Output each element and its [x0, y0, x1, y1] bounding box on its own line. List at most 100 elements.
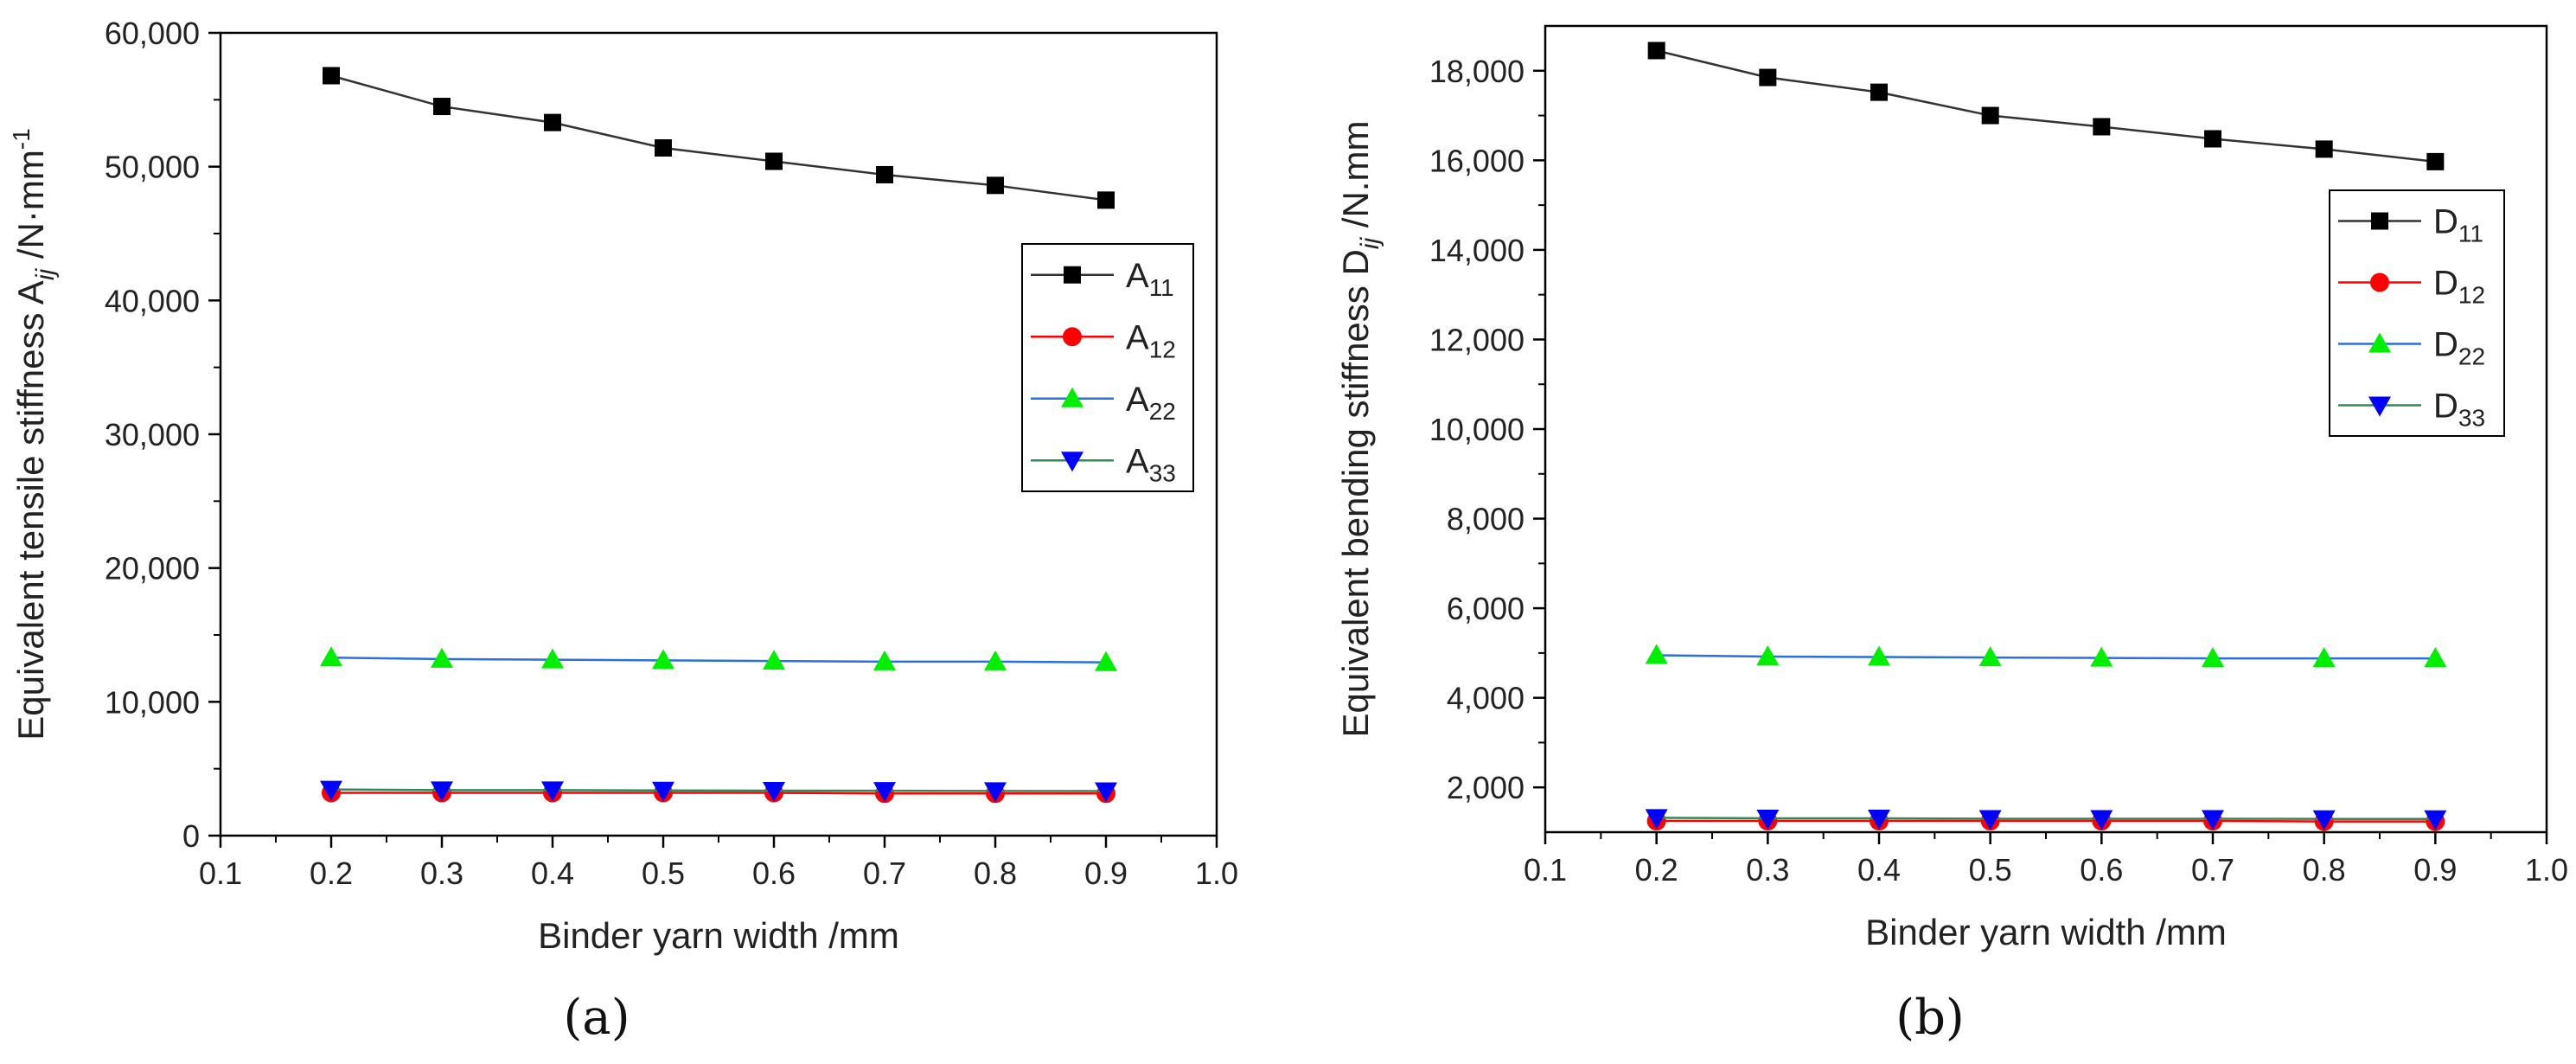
- data-point: [323, 67, 340, 85]
- y-tick-label: 16,000: [1429, 143, 1525, 178]
- data-point: [652, 649, 674, 670]
- x-tick-label: 0.1: [199, 856, 242, 891]
- panel-label: (b): [1895, 990, 1965, 1046]
- chart-panel-a: 0.1 0.2 0.3 0.4 0.5 0.6 0.7 0.8 0.9 1.0 0 10,000 20,…: [8, 16, 1238, 1046]
- data-point: [1061, 387, 1083, 407]
- data-point: [320, 780, 342, 801]
- x-tick-label: 0.7: [863, 856, 906, 891]
- data-point: [1981, 106, 1999, 125]
- data-point: [1645, 809, 1668, 830]
- data-point: [1756, 809, 1780, 830]
- y-tick-label: 60,000: [105, 16, 200, 51]
- y-tick-label: 2,000: [1447, 770, 1525, 805]
- data-point: [873, 782, 896, 803]
- data-point: [1061, 452, 1083, 472]
- x-axis-title: Binder yarn width /mm: [1865, 912, 2227, 952]
- data-point: [544, 113, 561, 131]
- legend-entry: A11: [1031, 257, 1174, 301]
- x-tick-label: 0.6: [2080, 852, 2123, 888]
- legend-entry: A33: [1031, 442, 1176, 486]
- data-point: [2368, 396, 2391, 417]
- series-a11: [323, 67, 1115, 209]
- legend: D11 D12 D22 D33: [2329, 189, 2505, 437]
- data-point: [984, 782, 1007, 803]
- x-tick-label: 0.4: [531, 856, 574, 891]
- data-point: [541, 781, 564, 802]
- series-line: [330, 74, 1107, 202]
- legend-entry: A12: [1031, 318, 1176, 362]
- x-tick-label: 0.1: [1524, 852, 1567, 888]
- data-point: [431, 781, 453, 802]
- x-tick-label: 1.0: [2525, 852, 2568, 888]
- legend-label: A33: [1126, 442, 1176, 486]
- data-point: [1064, 266, 1081, 284]
- x-tick-label: 0.8: [2303, 852, 2346, 888]
- y-tick-label: 50,000: [105, 150, 200, 185]
- legend-box: [1021, 243, 1194, 492]
- data-point: [1756, 645, 1780, 666]
- data-point: [1645, 644, 1668, 664]
- data-point: [876, 165, 893, 183]
- x-tick-label: 0.4: [1857, 852, 1901, 888]
- data-point: [987, 176, 1004, 195]
- series-line: [1656, 654, 2436, 660]
- data-point: [2312, 647, 2336, 668]
- legend-label: A11: [1126, 257, 1174, 301]
- y-tick-label: 40,000: [105, 283, 200, 318]
- data-point: [2371, 212, 2388, 230]
- y-tick-label: 18,000: [1429, 54, 1525, 89]
- series-line: [1656, 49, 2436, 163]
- legend-label: D22: [2433, 326, 2485, 370]
- data-point: [2090, 810, 2113, 830]
- y-tick-label: 6,000: [1447, 591, 1525, 626]
- data-point: [2315, 140, 2333, 158]
- series-d11: [1647, 42, 2445, 170]
- y-tick-label: 30,000: [105, 417, 200, 452]
- data-point: [2093, 118, 2111, 136]
- legend-label: D33: [2433, 388, 2485, 432]
- data-point: [763, 650, 785, 670]
- data-point: [1095, 782, 1117, 803]
- y-tick-label: 8,000: [1447, 502, 1525, 537]
- data-point: [984, 650, 1007, 670]
- legend: A11 A12 A22 A33: [1021, 243, 1194, 492]
- y-tick-label: 10,000: [105, 684, 200, 720]
- legend-entry: D11: [2338, 203, 2483, 247]
- data-point: [873, 650, 896, 670]
- data-point: [2370, 272, 2389, 292]
- y-axis-title: Equivalent tensile stiffness Aij /N·mm-1: [8, 128, 60, 740]
- x-tick-label: 0.2: [310, 856, 353, 891]
- series-line: [1656, 817, 2436, 820]
- x-tick-label: 0.5: [642, 856, 685, 891]
- data-point: [765, 152, 783, 170]
- data-point: [1870, 83, 1888, 101]
- data-point: [1868, 645, 1890, 666]
- data-point: [1097, 191, 1115, 209]
- x-tick-label: 0.7: [2191, 852, 2234, 888]
- data-point: [1647, 42, 1665, 60]
- y-tick-label: 20,000: [105, 551, 200, 586]
- data-point: [1978, 810, 2002, 830]
- series-d22: [1645, 644, 2447, 668]
- y-axis-title: Equivalent bending stiffness Dij /N.mm: [1335, 121, 1384, 738]
- data-point: [2090, 646, 2113, 667]
- series-line: [1656, 819, 2436, 823]
- data-point: [2424, 810, 2447, 830]
- legend-entry: D33: [2338, 388, 2485, 432]
- y-tick-label: 0: [182, 818, 200, 854]
- data-point: [541, 648, 564, 669]
- legend-entry: D12: [2338, 265, 2485, 309]
- data-point: [1095, 651, 1117, 671]
- data-point: [763, 782, 785, 803]
- legend-label: D12: [2433, 265, 2485, 309]
- y-tick-label: 12,000: [1429, 322, 1525, 357]
- x-tick-label: 0.3: [1746, 852, 1789, 888]
- x-tick-label: 0.5: [1969, 852, 2012, 888]
- data-point: [2424, 647, 2447, 668]
- data-point: [655, 139, 672, 157]
- data-point: [1868, 809, 1890, 830]
- legend-label: D11: [2433, 203, 2483, 247]
- data-point: [2368, 332, 2391, 353]
- data-point: [320, 646, 342, 667]
